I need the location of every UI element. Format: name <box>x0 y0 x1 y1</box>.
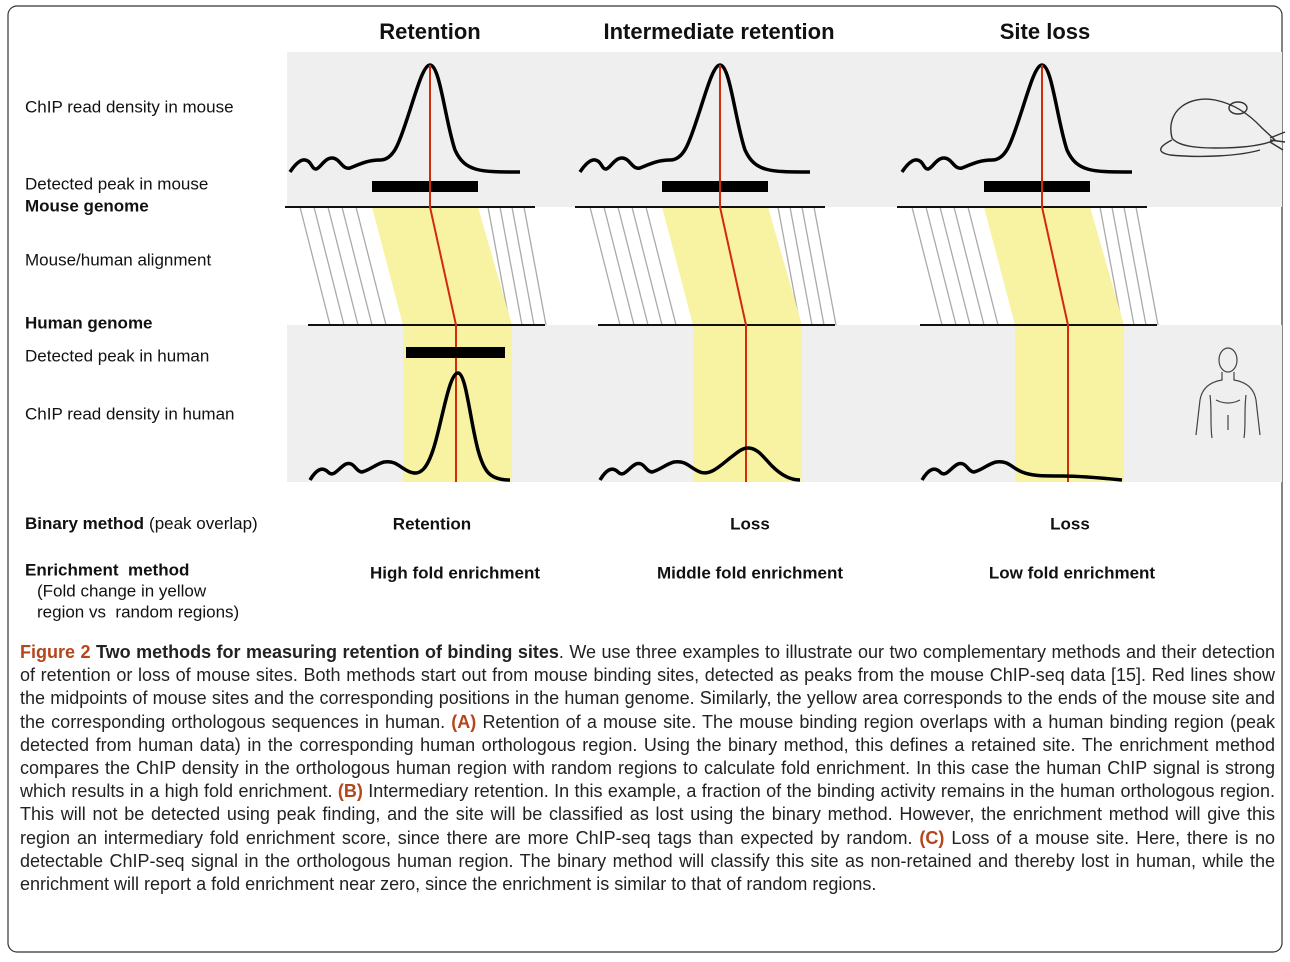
part-label: (C) <box>919 827 945 848</box>
part-label: (A) <box>451 711 477 732</box>
column-title: Intermediate retention <box>603 19 834 44</box>
mouse-icon <box>1160 98 1286 158</box>
enrichment-result: Low fold enrichment <box>989 563 1156 582</box>
human-peak-bar <box>406 347 505 358</box>
binary-result: Retention <box>393 514 471 533</box>
part-label: (B) <box>337 781 363 802</box>
row-label: Mouse genome <box>25 196 149 215</box>
method-label: Binary method (peak overlap) <box>25 514 258 533</box>
enrichment-result: Middle fold enrichment <box>657 563 843 582</box>
column-title: Retention <box>379 19 480 44</box>
caption-text: . We use three examples to illustrate ou… <box>20 642 1275 732</box>
row-label: Detected peak in mouse <box>25 174 208 193</box>
row-label: Detected peak in human <box>25 346 209 365</box>
method-note: region vs random regions) <box>37 602 239 621</box>
caption: Figure 2 Two methods for measuring reten… <box>20 641 1275 896</box>
binary-result: Loss <box>1050 514 1090 533</box>
human-curves <box>308 371 1123 482</box>
column-title: Site loss <box>1000 19 1090 44</box>
method-note: (peak overlap) <box>149 514 258 533</box>
row-label: ChIP read density in mouse <box>25 97 234 116</box>
caption-title: Two methods for measuring retention of b… <box>95 642 559 662</box>
row-label: Human genome <box>25 313 153 332</box>
caption-text: Retention of a mouse site. The mouse bin… <box>20 711 1275 802</box>
human-icon <box>1195 347 1261 439</box>
binary-result: Loss <box>730 514 770 533</box>
method-name: Binary method <box>25 514 144 533</box>
row-label: ChIP read density in human <box>25 404 234 423</box>
method-name: Enrichment method <box>25 560 189 579</box>
enrichment-result: High fold enrichment <box>370 563 540 582</box>
method-note: (Fold change in yellow <box>37 581 207 600</box>
row-label: Mouse/human alignment <box>25 250 211 269</box>
caption-text: Loss of a mouse site. Here, there is no … <box>20 827 1275 895</box>
caption-text: Intermediary retention. In this example,… <box>20 781 1275 848</box>
caption-label: Figure 2 <box>20 642 91 662</box>
